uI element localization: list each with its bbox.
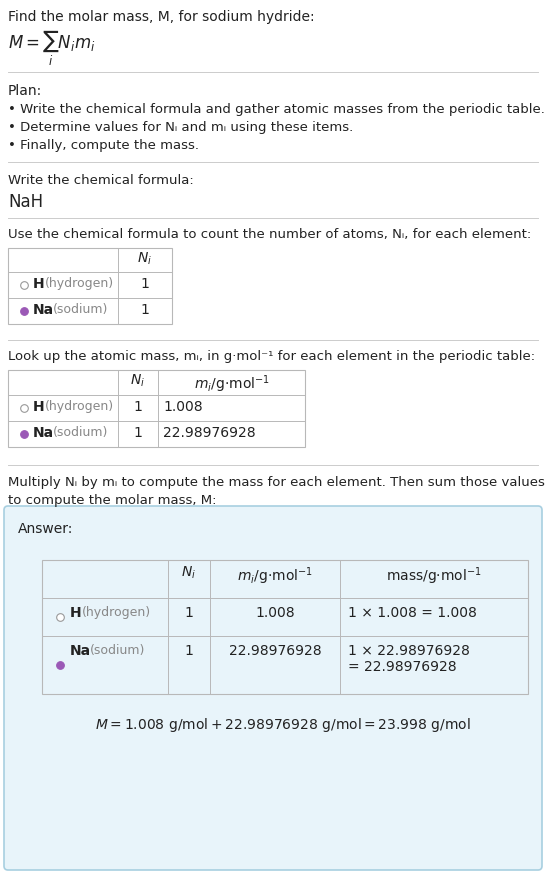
Bar [8,248,172,324]
Text: $N_i$: $N_i$ [181,565,197,582]
Text: to compute the molar mass, M:: to compute the molar mass, M: [8,494,217,507]
Text: 1: 1 [140,303,150,317]
FancyBboxPatch shape [4,506,542,870]
Text: • Write the chemical formula and gather atomic masses from the periodic table.: • Write the chemical formula and gather … [8,103,545,116]
Text: H: H [33,400,45,414]
Text: 22.98976928: 22.98976928 [229,644,321,658]
Text: • Finally, compute the mass.: • Finally, compute the mass. [8,139,199,152]
Text: Plan:: Plan: [8,84,42,98]
Text: 1: 1 [140,277,150,291]
Text: 1: 1 [185,606,193,620]
Text: 1: 1 [185,644,193,658]
Text: = 22.98976928: = 22.98976928 [348,660,456,674]
Text: Find the molar mass, M, for sodium hydride:: Find the molar mass, M, for sodium hydri… [8,10,314,24]
Text: $N_i$: $N_i$ [138,251,152,267]
Text: Na: Na [33,303,54,317]
Text: NaH: NaH [8,193,43,211]
Text: 1.008: 1.008 [163,400,203,414]
Text: Look up the atomic mass, mᵢ, in g·mol⁻¹ for each element in the periodic table:: Look up the atomic mass, mᵢ, in g·mol⁻¹ … [8,350,535,363]
Text: H: H [33,277,45,291]
Text: (sodium): (sodium) [90,644,145,657]
Text: (hydrogen): (hydrogen) [45,400,114,413]
Text: Multiply Nᵢ by mᵢ to compute the mass for each element. Then sum those values: Multiply Nᵢ by mᵢ to compute the mass fo… [8,476,545,489]
Text: (sodium): (sodium) [53,426,108,439]
Text: (hydrogen): (hydrogen) [82,606,151,619]
Text: 1.008: 1.008 [255,606,295,620]
Text: Na: Na [70,644,91,658]
Text: 1 × 22.98976928: 1 × 22.98976928 [348,644,470,658]
Text: $\mathrm{mass/g{\cdot}mol^{-1}}$: $\mathrm{mass/g{\cdot}mol^{-1}}$ [386,565,482,587]
Text: (hydrogen): (hydrogen) [45,277,114,290]
Text: 22.98976928: 22.98976928 [163,426,256,440]
Text: Answer:: Answer: [18,522,73,536]
Text: $m_i/\mathrm{g{\cdot}mol^{-1}}$: $m_i/\mathrm{g{\cdot}mol^{-1}}$ [193,373,269,394]
Text: Write the chemical formula:: Write the chemical formula: [8,174,194,187]
Bar [8,370,305,447]
Text: $m_i/\mathrm{g{\cdot}mol^{-1}}$: $m_i/\mathrm{g{\cdot}mol^{-1}}$ [237,565,313,587]
Text: Use the chemical formula to count the number of atoms, Nᵢ, for each element:: Use the chemical formula to count the nu… [8,228,531,241]
Text: (sodium): (sodium) [53,303,108,316]
Bar [42,560,528,694]
Text: $M = 1.008\ \mathrm{g/mol} + 22.98976928\ \mathrm{g/mol} = 23.998\ \mathrm{g/mol: $M = 1.008\ \mathrm{g/mol} + 22.98976928… [95,716,471,734]
Text: $M = \sum_i N_i m_i$: $M = \sum_i N_i m_i$ [8,28,96,68]
Text: 1 × 1.008 = 1.008: 1 × 1.008 = 1.008 [348,606,477,620]
Text: 1: 1 [134,400,143,414]
Text: • Determine values for Nᵢ and mᵢ using these items.: • Determine values for Nᵢ and mᵢ using t… [8,121,353,134]
Text: 1: 1 [134,426,143,440]
Text: H: H [70,606,81,620]
Text: $N_i$: $N_i$ [130,373,146,390]
Text: Na: Na [33,426,54,440]
